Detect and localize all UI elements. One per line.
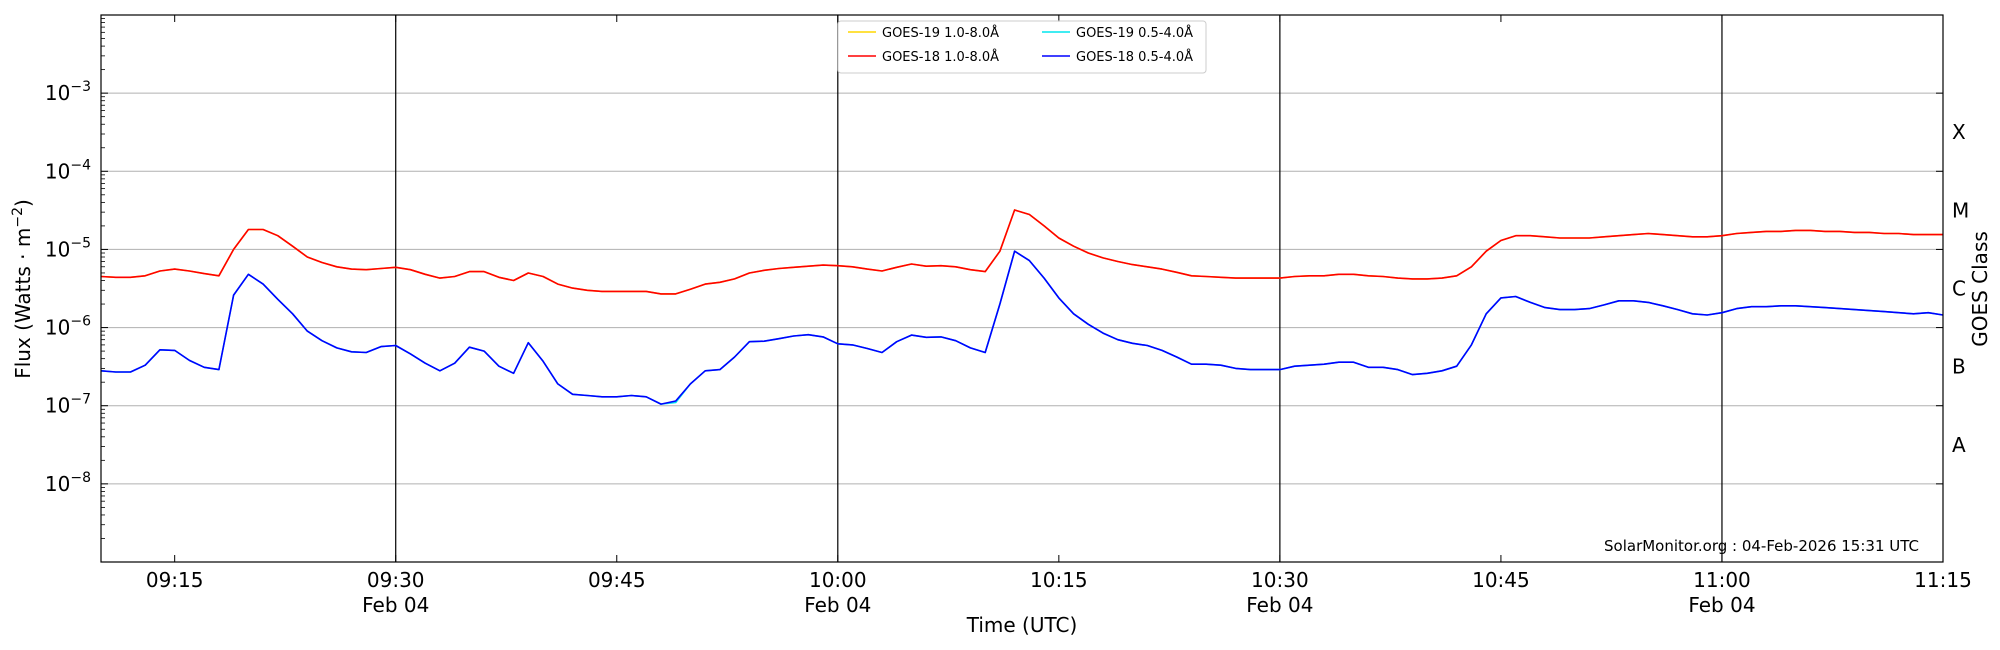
legend-box xyxy=(837,20,1207,74)
y-tick-exponent: −4 xyxy=(70,157,91,173)
y-axis-label-main: Flux (Watts · m xyxy=(11,228,35,379)
x-tick-label: 09:45 xyxy=(588,568,646,592)
goes-class-label: C xyxy=(1952,277,1966,301)
x-tick-label: 09:15 xyxy=(146,568,204,592)
y-axis-label: Flux (Watts · m−2) xyxy=(10,199,35,379)
y-tick-exponent: −8 xyxy=(70,470,91,486)
legend: GOES-19 1.0-8.0Å GOES-19 0.5-4.0Å GOES-18 … xyxy=(837,20,1207,74)
y-tick-exponent: −7 xyxy=(70,392,91,408)
series-line xyxy=(100,250,1944,405)
y-tick-base: 10 xyxy=(45,394,70,418)
y-tick-base: 10 xyxy=(45,159,70,183)
series-lines xyxy=(100,209,1944,405)
y-tick-base: 10 xyxy=(45,81,70,105)
x-tick-label: 10:15 xyxy=(1030,568,1088,592)
legend-label: GOES-18 0.5-4.0Å xyxy=(1076,49,1193,65)
y-tick-base: 10 xyxy=(45,472,70,496)
x-tick-label: 10:45 xyxy=(1472,568,1530,592)
x-tick-label: 11:00 xyxy=(1693,568,1751,592)
y-tick-label: 10−5 xyxy=(45,235,91,261)
day-separator-lines xyxy=(395,15,1723,562)
plot-frame xyxy=(100,14,1944,563)
goes-class-label: B xyxy=(1952,355,1966,379)
goes-class-label: A xyxy=(1952,433,1966,457)
y-tick-base: 10 xyxy=(45,316,70,340)
y-tick-label: 10−7 xyxy=(45,392,91,418)
legend-entries: GOES-19 1.0-8.0Å GOES-19 0.5-4.0Å GOES-18 … xyxy=(848,25,1193,65)
y-tick-base: 10 xyxy=(45,237,70,261)
x-tick-date-label: Feb 04 xyxy=(1246,593,1313,617)
y-axis-label-close: ) xyxy=(11,199,35,207)
x-tick-label: 10:00 xyxy=(809,568,867,592)
grid-lines xyxy=(101,92,1943,485)
y-tick-label: 10−3 xyxy=(45,79,91,105)
y-tick-label: 10−8 xyxy=(45,470,91,496)
x-tick-date-label: Feb 04 xyxy=(362,593,429,617)
legend-label: GOES-19 1.0-8.0Å xyxy=(882,25,999,41)
series-line xyxy=(100,209,1943,295)
credit-text: SolarMonitor.org : 04-Feb-2026 15:31 UTC xyxy=(1604,537,1919,555)
legend-label: GOES-18 1.0-8.0Å xyxy=(882,49,999,65)
x-axis-label: Time (UTC) xyxy=(966,613,1078,637)
y-tick-label: 10−6 xyxy=(45,314,91,340)
goes-class-labels: A B C M X xyxy=(1952,120,1969,457)
goes-class-label: M xyxy=(1952,198,1969,222)
x-tick-date-label: Feb 04 xyxy=(1688,593,1755,617)
x-tick-label: 11:15 xyxy=(1914,568,1972,592)
y-tick-exponent: −3 xyxy=(70,79,91,95)
x-tick-date-label: Feb 04 xyxy=(804,593,871,617)
y-axis-ticks: 10−810−710−610−510−410−3 xyxy=(45,18,1943,539)
y-tick-exponent: −5 xyxy=(70,235,91,251)
x-tick-label: 09:30 xyxy=(367,568,425,592)
y-axis-label-exponent: −2 xyxy=(10,207,26,228)
goes-class-axis-label: GOES Class xyxy=(1968,231,1992,347)
goes-class-label: X xyxy=(1952,120,1966,144)
legend-label: GOES-19 0.5-4.0Å xyxy=(1076,25,1193,41)
x-tick-label: 10:30 xyxy=(1251,568,1309,592)
y-tick-exponent: −6 xyxy=(70,314,91,330)
y-tick-label: 10−4 xyxy=(45,157,91,183)
